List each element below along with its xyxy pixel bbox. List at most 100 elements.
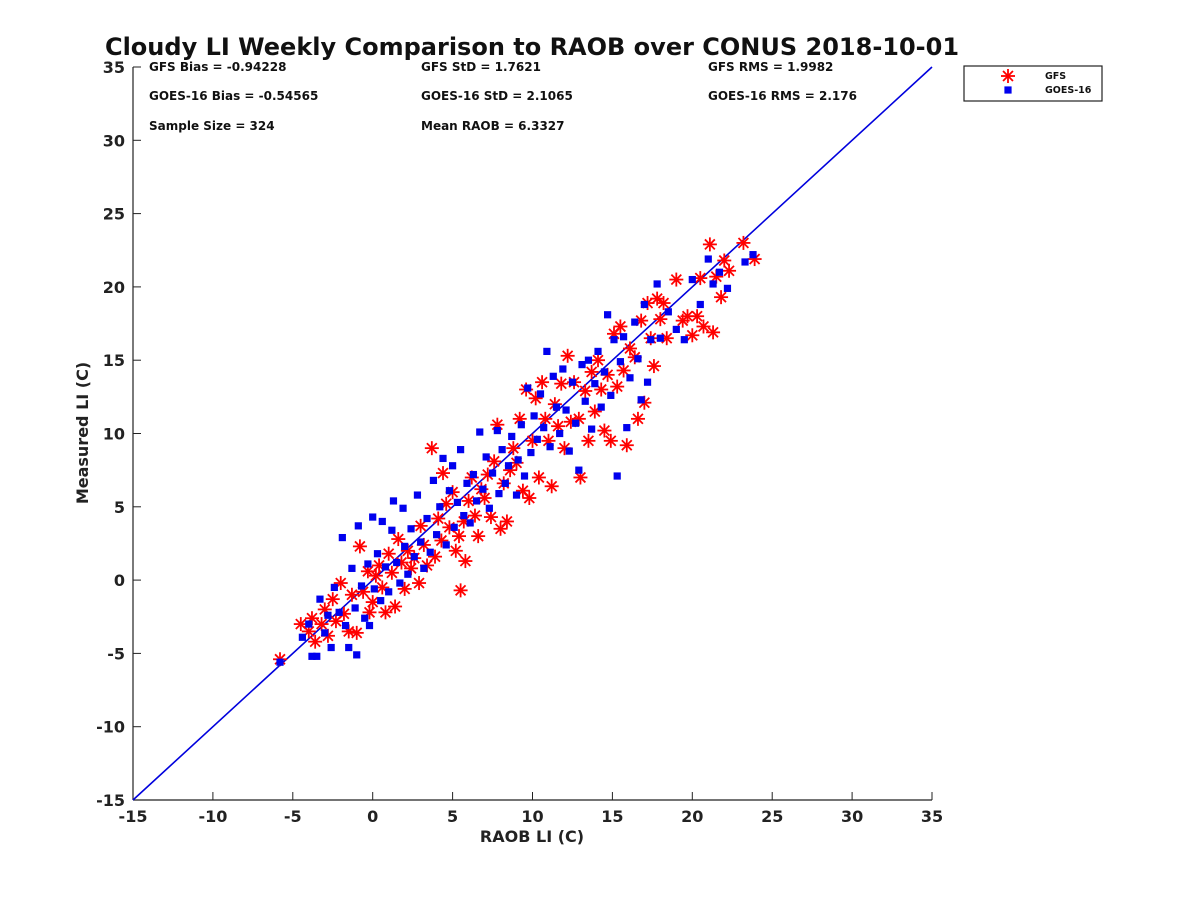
goes16-point	[466, 519, 474, 527]
goes16-point	[634, 355, 642, 363]
stat-text: GOES-16 RMS = 2.176	[708, 89, 857, 103]
goes16-point	[672, 325, 680, 334]
goes16-point	[420, 564, 428, 572]
goes16-point	[508, 432, 516, 441]
goes16-point	[381, 563, 390, 571]
goes16-point	[365, 621, 374, 630]
goes16-point	[476, 428, 484, 436]
gfs-point	[630, 411, 645, 426]
goes16-point	[442, 541, 450, 549]
goes16-point	[588, 425, 596, 433]
gfs-point	[391, 532, 406, 547]
goes16-point	[536, 390, 545, 398]
stat-text: GOES-16 Bias = -0.54565	[149, 89, 318, 103]
stat-text: GFS Bias = -0.94228	[149, 60, 286, 74]
goes16-point	[354, 522, 362, 530]
gfs-point	[685, 328, 700, 343]
gfs-point	[499, 514, 514, 529]
y-tick-label: 10	[103, 425, 125, 444]
gfs-point	[722, 263, 737, 278]
goes16-point	[637, 396, 645, 404]
goes16-point	[640, 300, 648, 309]
gfs-point	[717, 253, 732, 268]
gfs-point	[573, 470, 588, 485]
y-tick-label: 20	[103, 278, 125, 297]
goes16-point	[517, 421, 525, 429]
goes16-point	[373, 550, 382, 558]
goes16-point	[524, 384, 532, 392]
gfs-point	[578, 383, 593, 398]
gfs-point	[702, 237, 717, 252]
goes16-point	[613, 472, 621, 480]
goes16-point	[410, 553, 418, 561]
goes16-point	[423, 514, 431, 523]
gfs-point	[584, 364, 599, 379]
x-tick-label: 5	[447, 807, 458, 826]
gfs-point	[349, 625, 364, 640]
gfs-point	[616, 363, 631, 378]
goes16-point	[597, 403, 605, 411]
x-tick-label: 15	[601, 807, 623, 826]
gfs-point	[544, 479, 559, 494]
gfs-point	[656, 296, 671, 311]
y-tick-label: -5	[107, 644, 125, 663]
goes16-point	[623, 424, 631, 432]
y-tick-label: 25	[103, 205, 125, 224]
goes16-point	[533, 435, 541, 443]
goes16-point	[472, 497, 481, 505]
goes16-point	[396, 579, 404, 587]
gfs-point	[368, 568, 383, 583]
gfs-point	[560, 348, 575, 363]
gfs-point	[653, 312, 668, 327]
stat-text: GOES-16 StD = 2.1065	[421, 89, 573, 103]
gfs-point	[453, 583, 468, 598]
gfs-point	[706, 325, 721, 340]
goes16-point	[584, 356, 593, 364]
gfs-point	[531, 470, 546, 485]
goes16-point	[616, 358, 624, 366]
goes16-point	[565, 447, 573, 455]
gfs-point	[613, 319, 628, 334]
goes16-point	[549, 372, 557, 380]
goes16-point	[401, 542, 409, 550]
goes16-point	[512, 491, 521, 499]
gfs-point	[448, 543, 463, 558]
goes16-point	[514, 456, 522, 464]
goes16-point	[479, 485, 487, 493]
y-tick-label: 0	[114, 571, 125, 590]
goes16-point	[488, 469, 497, 477]
gfs-point	[451, 529, 466, 544]
goes16-point	[345, 643, 353, 652]
gfs-point	[471, 529, 486, 544]
goes16-point	[393, 558, 401, 567]
gfs-point	[378, 605, 393, 620]
goes16-point	[361, 614, 369, 622]
goes16-point	[626, 374, 634, 382]
x-tick-label: 25	[761, 807, 783, 826]
x-axis-label: RAOB LI (C)	[480, 827, 584, 846]
goes16-point	[357, 582, 366, 590]
goes16-point	[389, 497, 398, 505]
goes16-point	[433, 531, 441, 539]
goes16-point	[495, 490, 503, 498]
goes16-point	[369, 513, 377, 521]
goes16-point	[501, 479, 509, 487]
goes16-point	[527, 448, 535, 457]
legend-gfs-marker	[1001, 69, 1015, 83]
goes16-point	[619, 333, 628, 341]
gfs-point	[325, 592, 340, 607]
goes16-point	[335, 608, 343, 616]
goes16-point	[377, 597, 385, 605]
gfs-point	[308, 634, 323, 649]
gfs-point	[522, 491, 537, 506]
x-tick-label: 30	[841, 807, 863, 826]
goes16-point	[568, 378, 577, 386]
goes16-point	[450, 523, 458, 531]
goes16-point	[493, 426, 501, 435]
goes16-point	[321, 629, 329, 637]
stat-text: Mean RAOB = 6.3327	[421, 119, 565, 133]
y-tick-label: 35	[103, 58, 125, 77]
x-tick-label: -10	[198, 807, 227, 826]
goes16-point	[530, 412, 538, 420]
